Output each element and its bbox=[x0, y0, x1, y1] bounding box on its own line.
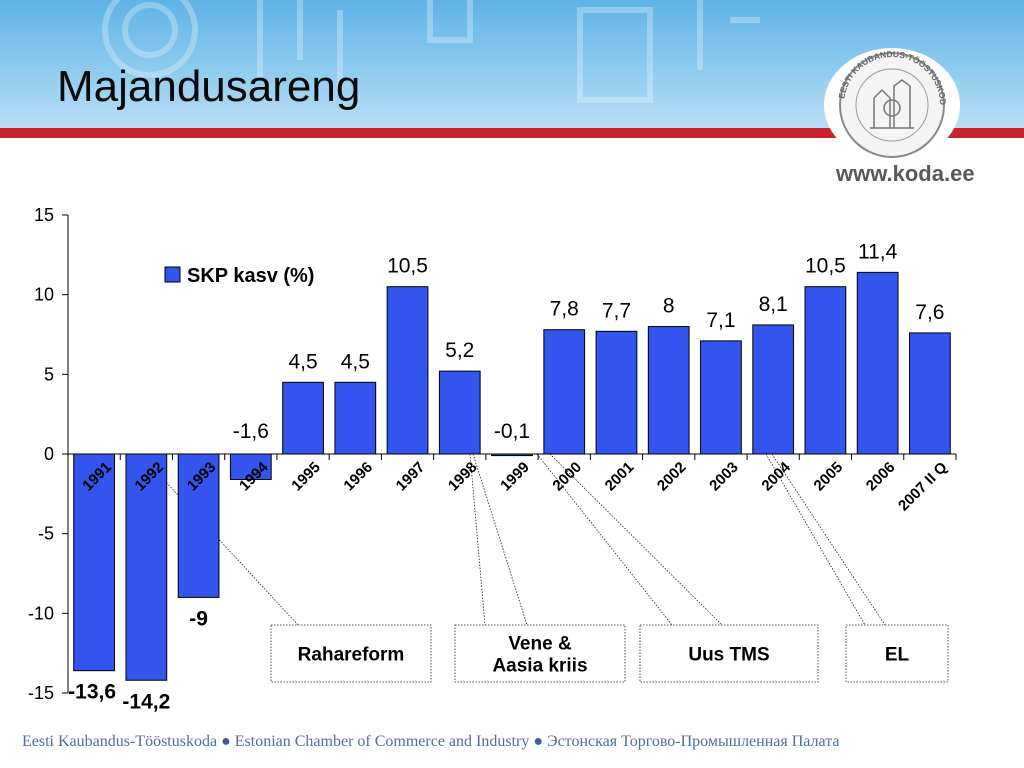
header-decoration bbox=[102, 0, 760, 103]
bar-2000 bbox=[543, 329, 586, 455]
y-tick-label: 0 bbox=[44, 444, 54, 464]
bar-1994 bbox=[229, 453, 272, 480]
x-tick-label: 2001 bbox=[602, 459, 638, 495]
annotation-box: EL bbox=[845, 624, 949, 683]
bar-1998 bbox=[438, 370, 481, 455]
bar-2004 bbox=[752, 324, 795, 455]
bar-1997 bbox=[386, 286, 429, 455]
x-tick-label: 2003 bbox=[706, 459, 742, 495]
data-label: 10,5 bbox=[387, 255, 428, 278]
y-tick-label: -5 bbox=[38, 524, 54, 544]
bar-1993 bbox=[177, 453, 220, 598]
y-tick-label: 10 bbox=[34, 285, 54, 305]
annotation-box: Uus TMS bbox=[639, 624, 819, 683]
legend-swatch bbox=[164, 266, 181, 283]
footer: Eesti Kaubandus-Tööstuskoda ● Estonian C… bbox=[22, 733, 840, 751]
annotation-label: Uus TMS bbox=[688, 645, 769, 666]
footer-separator: ● bbox=[533, 733, 544, 750]
header-stripe bbox=[0, 128, 1024, 138]
annotation-frame bbox=[270, 624, 432, 683]
annotation-leader-lines bbox=[139, 453, 886, 626]
bar-2002 bbox=[647, 326, 690, 455]
x-tick-label: 2005 bbox=[811, 459, 847, 495]
data-label: 5,2 bbox=[445, 339, 474, 362]
footer-name-et: Eesti Kaubandus-Tööstuskoda bbox=[22, 733, 218, 750]
footer-name-en: Estonian Chamber of Commerce and Industr… bbox=[234, 733, 530, 750]
data-label: 7,8 bbox=[550, 298, 579, 321]
x-tick-label: 1997 bbox=[393, 459, 429, 495]
x-tick-label: 2002 bbox=[654, 459, 690, 495]
annotation-box: Vene & Aasia kriis bbox=[454, 624, 626, 683]
bar-1996 bbox=[334, 381, 377, 455]
data-label: 11,4 bbox=[858, 240, 898, 263]
bar-1992 bbox=[125, 453, 168, 681]
footer-separator: ● bbox=[221, 733, 231, 750]
x-tick-label: 1999 bbox=[497, 459, 533, 495]
annotation-frame bbox=[454, 624, 626, 683]
annotation-frame bbox=[845, 624, 949, 683]
bar-2006 bbox=[856, 271, 899, 455]
y-tick-label: 15 bbox=[34, 205, 54, 225]
x-tick-label: 1995 bbox=[288, 459, 324, 495]
data-label: 4,5 bbox=[288, 350, 317, 373]
annotation-frame bbox=[639, 624, 819, 683]
website-url: www.koda.ee bbox=[836, 161, 975, 186]
y-tick-label: -15 bbox=[28, 683, 54, 703]
data-label: 7,7 bbox=[602, 299, 631, 322]
bar-1991 bbox=[73, 453, 115, 672]
data-label: -14,2 bbox=[122, 690, 170, 713]
bar-2005 bbox=[804, 286, 847, 455]
bar-1995 bbox=[282, 381, 324, 455]
x-tick-label: 1996 bbox=[341, 459, 377, 495]
bar-2001 bbox=[595, 330, 638, 455]
page-title: Majandusareng bbox=[57, 62, 361, 111]
data-label: -9 bbox=[189, 607, 208, 630]
annotation-box: Rahareform bbox=[270, 624, 432, 683]
data-label: -0,1 bbox=[494, 420, 530, 443]
data-label: -1,6 bbox=[233, 420, 269, 443]
x-tick-label: 2006 bbox=[863, 459, 899, 495]
y-tick-label: 5 bbox=[44, 364, 54, 384]
annotation-label: EL bbox=[885, 645, 910, 666]
annotation-label: Rahareform bbox=[298, 645, 405, 666]
legend-label: SKP kasv (%) bbox=[187, 265, 314, 287]
data-label: 10,5 bbox=[805, 255, 846, 278]
data-label: 7,1 bbox=[706, 309, 735, 332]
data-label: 4,5 bbox=[341, 350, 370, 373]
x-tick-label: 2007 II Q bbox=[895, 459, 951, 515]
data-label: 8 bbox=[663, 295, 675, 318]
y-tick-label: -10 bbox=[28, 603, 54, 623]
data-label: -13,6 bbox=[68, 681, 116, 704]
x-tick-label: 1998 bbox=[445, 459, 481, 495]
legend: SKP kasv (%) bbox=[164, 265, 314, 287]
chamber-seal-logo: EESTI KAUBANDUS-TÖÖSTUSKODA bbox=[822, 46, 960, 162]
x-tick-label: 2000 bbox=[549, 459, 585, 495]
bar-2007 II Q bbox=[909, 332, 951, 455]
x-tick-label: 2004 bbox=[758, 458, 794, 494]
data-label: 8,1 bbox=[759, 293, 788, 316]
bar-2003 bbox=[700, 340, 742, 455]
data-label: 7,6 bbox=[915, 301, 944, 324]
footer-name-ru: Эстонская Торгово-Промышленная Палата bbox=[547, 733, 840, 750]
annotation-label: Vene & Aasia kriis bbox=[492, 634, 587, 677]
